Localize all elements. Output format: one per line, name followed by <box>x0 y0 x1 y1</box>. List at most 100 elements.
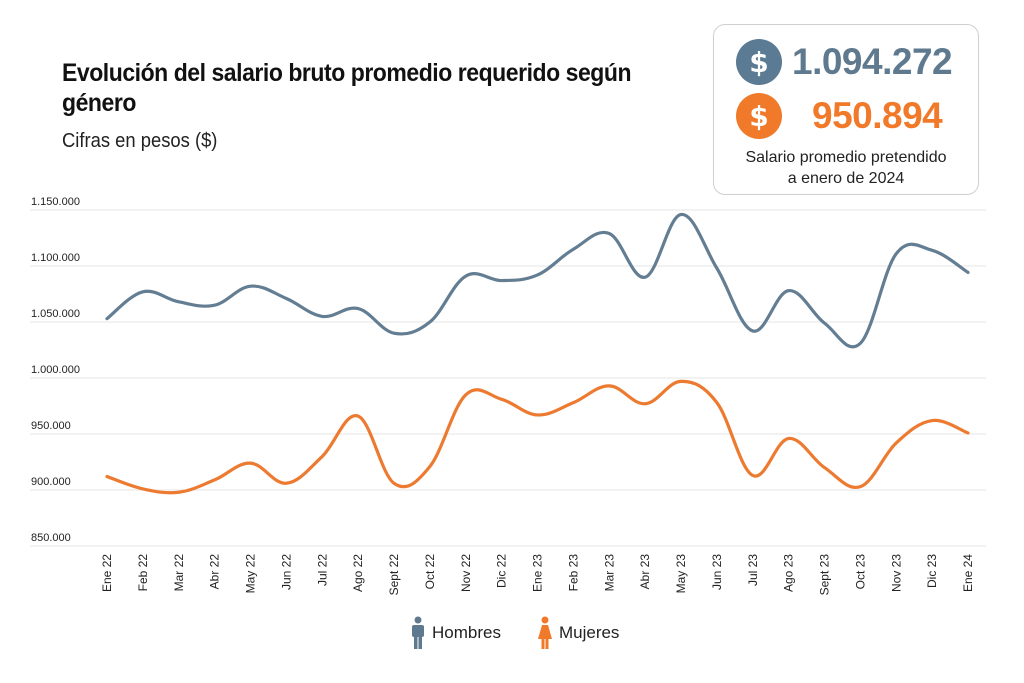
data-point-hombres <box>751 329 754 332</box>
x-axis-ticks: Ene 22 Feb 22 Mar 22 Abr 22 May 22 Jun 22 Jul … <box>100 554 975 596</box>
data-point-hombres <box>608 232 611 235</box>
legend-item-hombres: Hombres <box>410 616 501 650</box>
data-point-mujeres <box>572 401 575 404</box>
x-tick-label: Dic 22 <box>495 554 509 588</box>
data-point-mujeres <box>428 465 431 468</box>
data-point-hombres <box>967 271 970 274</box>
summary-caption: Salario promedio pretendido a enero de 2… <box>714 147 978 189</box>
data-point-hombres <box>859 342 862 345</box>
x-tick-label: Oct 22 <box>423 554 437 590</box>
data-point-hombres <box>249 285 252 288</box>
x-tick-label: Sept 22 <box>387 554 401 596</box>
series-line-hombres <box>105 212 970 349</box>
data-point-mujeres <box>500 398 503 401</box>
data-point-mujeres <box>715 401 718 404</box>
data-point-mujeres <box>895 441 898 444</box>
data-point-mujeres <box>249 462 252 465</box>
data-point-hombres <box>393 332 396 335</box>
x-tick-label: Jun 22 <box>279 554 293 590</box>
x-tick-label: May 23 <box>674 554 688 594</box>
x-tick-label: Oct 23 <box>853 554 867 590</box>
data-point-mujeres <box>967 431 970 434</box>
y-tick-label: 1.100.000 <box>31 252 80 264</box>
x-tick-label: Sept 23 <box>818 554 832 596</box>
dollar-coin-icon: $ <box>736 93 782 139</box>
x-tick-label: Ene 22 <box>100 554 114 592</box>
men-salary-value: 1.094.272 <box>792 41 953 82</box>
data-point-mujeres <box>357 415 360 418</box>
data-point-mujeres <box>213 478 216 481</box>
female-person-icon <box>537 616 552 649</box>
male-person-icon <box>412 616 424 649</box>
data-point-hombres <box>500 279 503 282</box>
x-tick-label: Nov 23 <box>889 554 903 592</box>
data-point-hombres <box>321 315 324 318</box>
data-point-mujeres <box>608 384 611 387</box>
dollar-coin-icon: $ <box>736 39 782 85</box>
women-salary-value: 950.894 <box>812 95 943 136</box>
data-point-hombres <box>106 317 109 320</box>
series-line-mujeres <box>105 379 970 495</box>
data-point-mujeres <box>321 455 324 458</box>
x-tick-label: Abr 23 <box>638 554 652 590</box>
data-point-mujeres <box>751 474 754 477</box>
data-point-hombres <box>680 213 683 216</box>
x-tick-label: Feb 23 <box>566 554 580 592</box>
legend-item-mujeres: Mujeres <box>537 616 619 650</box>
data-point-mujeres <box>536 413 539 416</box>
summary-caption-line1: Salario promedio pretendido <box>745 149 947 166</box>
data-point-mujeres <box>393 482 396 485</box>
data-point-hombres <box>895 252 898 255</box>
y-tick-label: 1.050.000 <box>31 308 80 320</box>
y-tick-label: 1.000.000 <box>31 364 80 376</box>
y-tick-label: 950.000 <box>31 420 71 432</box>
x-tick-label: Jul 23 <box>746 554 760 586</box>
legend-label-hombres: Hombres <box>432 623 501 642</box>
y-axis-ticks: 850.000 900.000 950.000 1.000.000 1.050.000 1… <box>31 196 80 544</box>
data-point-hombres <box>285 297 288 300</box>
chart-subtitle: Cifras en pesos ($) <box>62 130 218 152</box>
y-tick-label: 1.150.000 <box>31 196 80 208</box>
x-tick-label: Abr 22 <box>208 554 222 590</box>
gridlines <box>30 209 986 547</box>
data-point-hombres <box>823 322 826 325</box>
data-point-mujeres <box>859 485 862 488</box>
x-tick-label: Ago 22 <box>351 554 365 592</box>
data-point-mujeres <box>787 437 790 440</box>
data-point-mujeres <box>680 380 683 383</box>
data-point-mujeres <box>106 475 109 478</box>
data-point-hombres <box>141 290 144 293</box>
data-point-mujeres <box>644 402 647 405</box>
data-point-hombres <box>931 249 934 252</box>
x-tick-label: Jun 23 <box>710 554 724 590</box>
data-point-hombres <box>715 267 718 270</box>
data-point-mujeres <box>823 466 826 469</box>
y-tick-label: 900.000 <box>31 476 71 488</box>
x-tick-label: Feb 22 <box>136 554 150 592</box>
data-point-mujeres <box>931 419 934 422</box>
data-point-hombres <box>787 289 790 292</box>
x-tick-label: Dic 23 <box>925 554 939 588</box>
legend: Hombres Mujeres <box>410 616 655 650</box>
data-point-hombres <box>428 321 431 324</box>
x-tick-label: Ago 23 <box>782 554 796 592</box>
data-point-hombres <box>644 276 647 279</box>
data-point-mujeres <box>177 491 180 494</box>
data-point-hombres <box>213 304 216 307</box>
x-tick-label: Nov 22 <box>459 554 473 592</box>
summary-card: $ 1.094.272 $ 950.894 Salario promedio p… <box>713 24 979 195</box>
y-tick-label: 850.000 <box>31 532 71 544</box>
chart-title: Evolución del salario bruto promedio req… <box>62 59 632 117</box>
data-point-hombres <box>572 248 575 251</box>
x-tick-label: May 22 <box>244 554 258 594</box>
summary-caption-line2: a enero de 2024 <box>787 170 905 187</box>
x-tick-label: Mar 22 <box>172 554 186 592</box>
women-salary-row: $ 950.894 <box>736 93 943 139</box>
data-point-hombres <box>177 300 180 303</box>
men-salary-row: $ 1.094.272 <box>736 39 953 85</box>
data-point-mujeres <box>141 487 144 490</box>
data-point-mujeres <box>464 393 467 396</box>
x-tick-label: Ene 24 <box>961 554 975 592</box>
data-point-mujeres <box>285 482 288 485</box>
